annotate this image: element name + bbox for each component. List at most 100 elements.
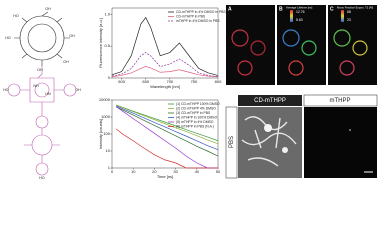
atom-label: HO	[39, 176, 45, 180]
legend-label: (6) mTHPP in PBS (N.A.)	[176, 124, 214, 128]
series-line	[116, 104, 219, 144]
x-tick-label: 50	[216, 169, 221, 174]
colorbar	[290, 10, 293, 22]
legend-label: (2) CD-mTHPP 4% DMSO	[176, 106, 216, 110]
cell	[301, 40, 317, 56]
atom-label: OH	[63, 60, 69, 64]
cell	[250, 40, 266, 56]
meso-bonds	[20, 89, 64, 116]
legend-label: CD-mTHPP in PBS	[176, 14, 206, 18]
tissue-image	[238, 107, 302, 178]
cell	[333, 29, 351, 47]
cyclodextrin-inner	[27, 23, 57, 53]
y-axis-label: Fluorescence intensity [a.u.]	[98, 18, 103, 68]
bonds	[24, 128, 60, 163]
x-tick-label: 20	[152, 169, 157, 174]
y-tick-label: 1	[108, 165, 111, 170]
series-line	[116, 106, 218, 169]
row-header	[225, 106, 238, 179]
bright-spot	[349, 129, 351, 131]
bright-spot	[282, 147, 288, 153]
column-header	[303, 94, 378, 107]
x-tick-label: 30	[173, 169, 178, 174]
atom-label: OH	[75, 88, 81, 92]
x-axis-label: Wavelength [nm]	[150, 84, 180, 89]
x-tick-label: 40	[195, 169, 200, 174]
scale-min: 5.63	[296, 18, 303, 22]
plot-frame	[111, 7, 219, 79]
x-tick-label: 10	[131, 169, 136, 174]
legend-label: (1) CD-mTHPP 100% DMSO	[176, 102, 220, 106]
column-header	[238, 95, 302, 106]
cell	[339, 60, 355, 76]
panel-letter: B	[279, 6, 283, 12]
series-line	[111, 16, 219, 76]
y-tick-label: 0.5	[104, 43, 110, 48]
y-tick-label: 1.0	[104, 11, 110, 16]
cell	[352, 40, 368, 56]
scale-max: 68	[347, 10, 351, 14]
atom-label: HO	[3, 88, 9, 92]
bright-spot	[264, 124, 272, 132]
x-tick-label: 0	[111, 169, 114, 174]
phenyl	[35, 115, 49, 129]
figure: 600 650 700 750 800 0 0.5 1.0 Wavelength [nm] Flu…	[3, 5, 378, 180]
phenyl	[63, 83, 77, 97]
x-tick-label: 600	[118, 79, 125, 84]
column-label: CD-mTHPP	[254, 98, 286, 104]
porphyrin-core	[29, 77, 55, 103]
x-tick-label: 700	[166, 79, 173, 84]
microscopy	[226, 5, 377, 85]
legend-label: (3) CD-mTHPP in PBS	[176, 111, 211, 115]
series-line	[116, 106, 219, 157]
y-tick-label: 10	[106, 148, 111, 153]
atom-label: HN	[45, 92, 51, 96]
cell	[282, 29, 300, 47]
cell	[231, 29, 249, 47]
panel-letter: A	[228, 6, 232, 12]
phenyl	[35, 162, 49, 176]
atom-label: OH	[69, 34, 75, 38]
scale-max: 12.76	[296, 10, 305, 14]
cyclodextrin-ring	[19, 15, 65, 61]
atom-label: HO	[5, 36, 11, 40]
y-tick-label: 100	[103, 131, 110, 136]
cell	[237, 60, 253, 76]
series-line	[116, 128, 218, 169]
tissue-texture	[241, 116, 297, 167]
tissue	[225, 94, 378, 179]
porphyrin-center	[34, 82, 50, 98]
x-axis-label: Time [ns]	[157, 174, 173, 179]
legend-label: (4) mTHPP in 100% DMSO	[176, 115, 218, 119]
scale-min: 23	[347, 18, 351, 22]
y-axis-label: Intensity [counts]	[98, 119, 103, 149]
panel-letter: C	[330, 6, 334, 12]
row-label: PBS	[229, 136, 235, 148]
atom-label: HO	[13, 14, 19, 18]
series-line	[116, 104, 219, 142]
legend-label: CD-mTHPP in 4% DMSO in PBS	[176, 10, 226, 14]
x-tick-label: 650	[142, 79, 149, 84]
series-line	[111, 66, 219, 78]
series-line	[116, 105, 219, 150]
tissue-image	[304, 107, 377, 178]
scale-title: Mono Fraction Expon. T1 [%]	[337, 6, 373, 10]
cell	[288, 60, 304, 76]
y-tick-label: 10000	[99, 97, 111, 102]
legend-label: (5) mTHPP in 4% DMSO	[176, 120, 214, 124]
atom-label: OH	[45, 7, 51, 11]
x-tick-label: 800	[215, 79, 222, 84]
x-tick-label: 750	[191, 79, 198, 84]
y-tick-label: 0	[108, 75, 111, 80]
scale-title: Average Lifetime [ns]	[286, 6, 312, 10]
porphyrin-ring	[31, 134, 53, 156]
chemical-structure	[7, 11, 77, 176]
linker	[37, 66, 43, 79]
legend-label: mTHPP in 4% DMSO in PBS	[176, 19, 220, 23]
atom-label: NH	[33, 84, 39, 88]
phenyl	[7, 83, 21, 97]
atom-label: OH	[37, 68, 43, 72]
series-line	[111, 52, 219, 78]
y-tick-label: 1000	[101, 114, 111, 119]
bonds	[14, 11, 70, 66]
